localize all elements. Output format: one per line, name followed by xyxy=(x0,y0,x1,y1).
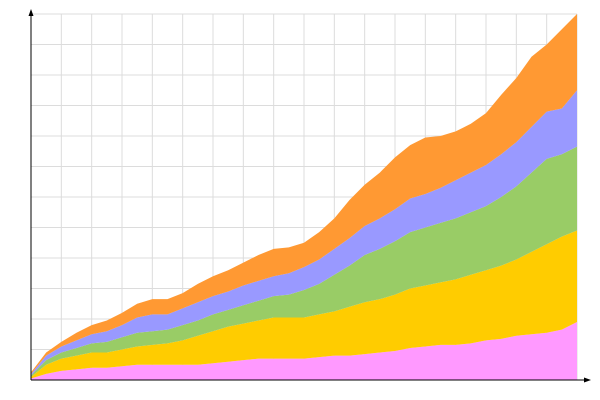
area-series-1 xyxy=(31,322,577,380)
area-series-3 xyxy=(31,146,577,377)
chart-areas xyxy=(31,14,577,380)
area-series-2 xyxy=(31,230,577,379)
x-axis-arrow-icon xyxy=(584,377,591,383)
chart-axes xyxy=(28,9,591,383)
y-axis-arrow-icon xyxy=(28,9,34,16)
